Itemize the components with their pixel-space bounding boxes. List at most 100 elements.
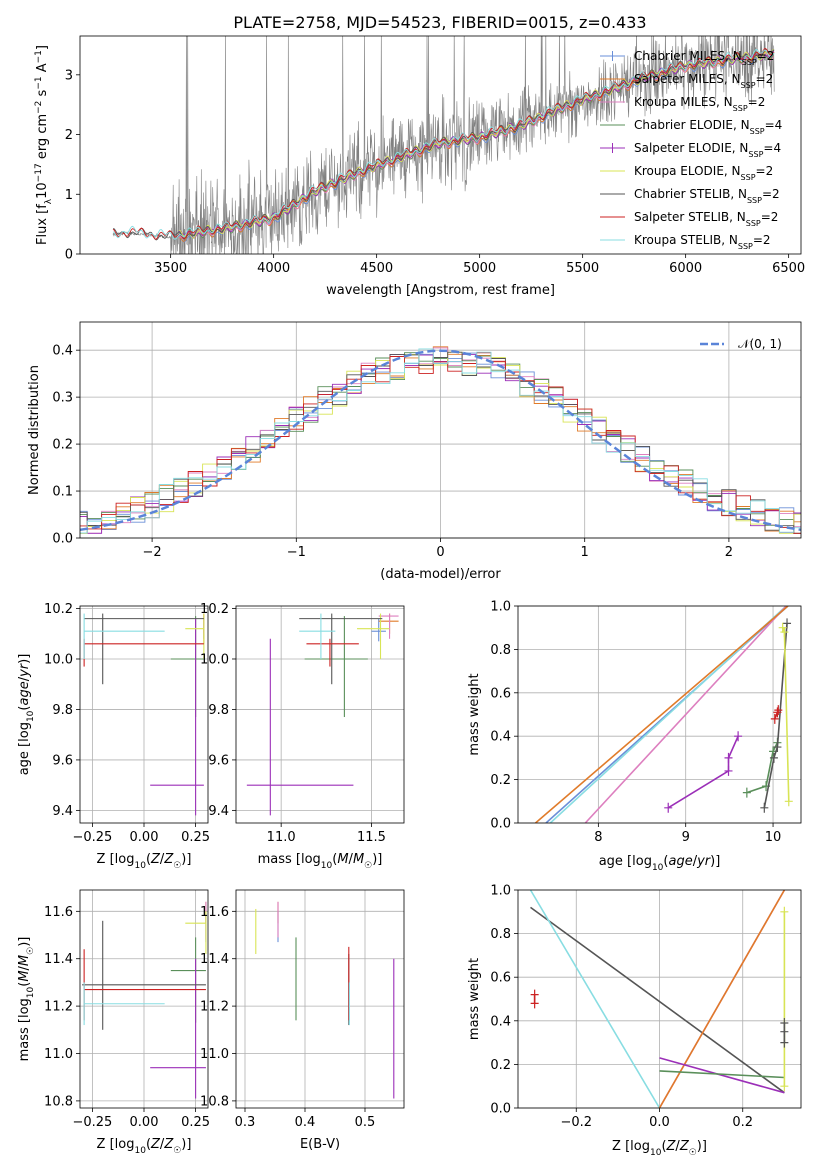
spectrum-xtick-label: 6000 xyxy=(669,261,702,276)
mass_weight_vs_age-marker-chabrier_stelib xyxy=(760,802,769,813)
mass_weight_vs_age-ytick-label: 1.0 xyxy=(490,600,511,615)
residuals-xtick-label: 2 xyxy=(725,545,733,560)
age_vs_Z-ytick-label: 10.0 xyxy=(44,652,73,667)
mass_weight_vs_Z-frame xyxy=(517,889,802,1109)
mass_weight_vs_age-xtick-label: 9 xyxy=(682,830,690,845)
spectrum-ytick-label: 3 xyxy=(65,68,73,83)
mass_weight_vs_age-marker-kroupa_elodie xyxy=(778,622,787,633)
spectrum-xtick-label: 5500 xyxy=(566,261,599,276)
spectrum-xtick-label: 5000 xyxy=(463,261,496,276)
residuals-ytick-label: 0.2 xyxy=(52,438,73,453)
mass_weight_vs_Z-line-salpeter_elodie xyxy=(659,1057,785,1094)
mass_vs_Z-xtick-label: −0.25 xyxy=(72,1115,112,1130)
mass_vs_ebv-ytick-label: 11.0 xyxy=(200,1047,229,1062)
age_vs_Z-xtick-label: 0.25 xyxy=(181,830,210,845)
mass_weight_vs_age-line-kroupa_miles xyxy=(584,606,787,823)
mass_weight_vs_Z-xtick-label: 0.2 xyxy=(732,1115,753,1130)
legend-label-salpeter_stelib: Salpeter STELIB, NSSP=2 xyxy=(634,210,778,228)
mass_weight_vs_Z-ytick-label: 0.4 xyxy=(490,1014,511,1029)
mass-vs-Z-xlabel: Z [log10(Z/Z☉)] xyxy=(97,1137,192,1156)
spectrum-xtick-label: 3500 xyxy=(154,261,187,276)
mass_weight_vs_age-marker-salpeter_stelib xyxy=(773,707,782,718)
age_vs_mass-ytick-label: 10.0 xyxy=(200,652,229,667)
mass_weight_vs_age-ytick-label: 0.2 xyxy=(490,773,511,788)
mass_weight_vs_age-ytick-label: 0.4 xyxy=(490,730,511,745)
age_vs_Z-xtick-label: 0.00 xyxy=(130,830,159,845)
mass_vs_Z-ytick-label: 11.0 xyxy=(44,1047,73,1062)
mass_vs_ebv-ytick-label: 11.2 xyxy=(200,1000,229,1015)
mass_vs_ebv-frame xyxy=(235,889,405,1109)
mass_weight_vs_age-ytick-label: 0.0 xyxy=(490,817,511,832)
mass_weight_vs_age-xtick-label: 8 xyxy=(594,830,602,845)
residuals-xtick-label: 1 xyxy=(581,545,589,560)
mass_weight_vs_Z-ytick-label: 0.6 xyxy=(490,971,511,986)
age_vs_Z-ytick-label: 10.2 xyxy=(44,602,73,617)
mass_weight_vs_Z-marker-kroupa_elodie xyxy=(780,1081,789,1092)
spectrum-model-kroupa_miles xyxy=(178,51,774,240)
mass_weight_vs_age-marker-kroupa_elodie xyxy=(784,796,793,807)
mass_weight_vs_age-line-salpeter_miles xyxy=(534,606,789,823)
mass_weight_vs_Z-xtick-label: −0.2 xyxy=(560,1115,592,1130)
mass_vs_Z-ytick-label: 11.4 xyxy=(44,952,73,967)
legend-label-kroupa_miles: Kroupa MILES, NSSP=2 xyxy=(634,95,765,113)
figure-title: PLATE=2758, MJD=54523, FIBERID=0015, z=0… xyxy=(233,13,646,32)
mass_vs_Z-frame xyxy=(79,889,209,1109)
spectrum-ytick-label: 0 xyxy=(65,248,73,263)
spectrum-frame xyxy=(79,35,802,255)
age-vs-Z-ylabel: age [log10(age/yr)] xyxy=(17,654,36,776)
legend-label-chabrier_elodie: Chabrier ELODIE, NSSP=4 xyxy=(634,118,782,136)
spectrum-model-kroupa_stelib xyxy=(112,49,775,240)
legend-normal-label: 𝒩(0, 1) xyxy=(738,337,782,351)
histogram-salpeter_miles xyxy=(80,346,801,534)
histogram-chabrier_stelib xyxy=(80,351,801,534)
normal-curve xyxy=(79,349,802,532)
residuals-xtick-label: −2 xyxy=(143,545,162,560)
histogram-xlabel: (data-model)/error xyxy=(380,567,501,582)
mass_vs_Z-axes: −0.25 0.00 0.25 10.8 11.0 11.2 11.4 11.6 xyxy=(44,890,210,1130)
age-vs-mass-xlabel: mass [log10(M/M☉)] xyxy=(258,852,383,871)
spectrum-ylabel: Flux [fλ10−17 erg cm−2 s−1 A−1] xyxy=(34,45,54,245)
residuals-ytick-label: 0.0 xyxy=(52,532,73,547)
mass_vs_Z-xtick-label: 0.25 xyxy=(181,1115,210,1130)
mass_weight_vs_age-line-chabrier_stelib xyxy=(763,623,788,808)
mass_vs_ebv-xtick-label: 0.4 xyxy=(295,1115,316,1130)
mass_weight_vs_Z-ytick-label: 0.8 xyxy=(490,927,511,942)
legend-label-kroupa_elodie: Kroupa ELODIE, NSSP=2 xyxy=(634,164,773,182)
residuals-axes: −2 −1 0 1 2 0.0 0.1 0.2 0.3 0.4 xyxy=(52,322,801,560)
mass-weight-vs-Z-xlabel: Z [log10(Z/Z☉)] xyxy=(612,1139,707,1158)
mass_weight_vs_Z-marker-chabrier_stelib_b xyxy=(780,1037,789,1048)
mass_weight_vs_Z-ytick-label: 0.0 xyxy=(490,1102,511,1117)
mass_weight_vs_age-marker-salpeter_stelib xyxy=(770,713,779,724)
mass_weight_vs_age-ylabel: mass weight xyxy=(467,673,482,755)
age_vs_Z-ytick-label: 9.6 xyxy=(52,753,73,768)
mass_weight_vs_Z-line-chabrier_elodie xyxy=(659,1070,785,1079)
spectrum-xtick-label: 6500 xyxy=(772,261,805,276)
mass_vs_Z-ytick-label: 10.8 xyxy=(44,1094,73,1109)
spectrum-model-salpeter_stelib xyxy=(112,47,775,240)
mass-weight-vs-age-xlabel: age [log10(age/yr)] xyxy=(599,854,721,873)
spectrum-data-line xyxy=(112,36,775,254)
histogram-kroupa_stelib xyxy=(80,348,801,534)
age_vs_mass-ytick-label: 10.2 xyxy=(200,602,229,617)
spectrum-ytick-label: 2 xyxy=(65,128,73,143)
age-vs-Z-xlabel: Z [log10(Z/Z☉)] xyxy=(97,852,192,871)
spectrum-model-chabrier_stelib xyxy=(112,48,775,241)
age_vs_mass-frame xyxy=(235,605,405,824)
residuals-xtick-label: −1 xyxy=(287,545,306,560)
age_vs_mass-ytick-label: 9.8 xyxy=(208,703,229,718)
residuals-ytick-label: 0.1 xyxy=(52,485,73,500)
mass_weight_vs_Z-marker-chabrier_stelib_b xyxy=(780,1026,789,1037)
age_vs_Z-ytick-label: 9.4 xyxy=(52,804,73,819)
mass_vs_ebv-xtick-label: 0.3 xyxy=(235,1115,256,1130)
mass_vs_Z-xtick-label: 0.00 xyxy=(130,1115,159,1130)
mass_weight_vs_age-marker-chabrier_elodie xyxy=(742,787,751,798)
age_vs_mass-axes: 11.0 11.5 9.4 9.6 9.8 10.0 10.2 xyxy=(200,602,404,845)
mass_weight_vs_age-marker-salpeter_elodie xyxy=(664,802,673,813)
residuals-frame xyxy=(79,321,802,539)
residuals-ytick-label: 0.4 xyxy=(52,344,73,359)
histogram-salpeter_stelib xyxy=(80,352,801,534)
mass_vs_ebv-ytick-label: 11.4 xyxy=(200,952,229,967)
mass_weight_vs_Z-line-chabrier_stelib xyxy=(530,906,785,1094)
mass_weight_vs_age-ytick-label: 0.8 xyxy=(490,643,511,658)
